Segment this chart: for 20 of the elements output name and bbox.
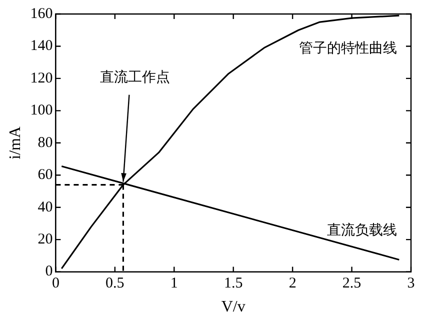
y-axis-title: i/mA	[6, 126, 24, 160]
y-tick-label: 120	[30, 70, 53, 86]
y-tick-label: 20	[38, 232, 53, 248]
y-tick-label: 60	[38, 167, 53, 184]
x-tick-label: 1.5	[224, 276, 243, 292]
x-tick-label: 0.5	[106, 276, 124, 292]
x-tick-label: 3	[407, 276, 415, 292]
x-tick-label: 2.5	[342, 276, 362, 292]
x-tick-label: 2	[288, 276, 296, 292]
y-tick-label: 160	[30, 6, 53, 22]
y-tick-label: 140	[30, 38, 53, 54]
y-tick-label: 100	[30, 102, 53, 119]
annotation: 管子的特性曲线	[299, 40, 398, 56]
annotation: 直流负载线	[327, 222, 398, 238]
y-tick-label: 80	[38, 134, 53, 151]
x-axis-title: V/v	[221, 298, 246, 316]
y-tick-label: 40	[38, 199, 53, 216]
x-tick-label: 1	[170, 276, 178, 292]
annotation: 直流工作点	[100, 69, 170, 86]
y-tick-label: 0	[45, 264, 53, 280]
